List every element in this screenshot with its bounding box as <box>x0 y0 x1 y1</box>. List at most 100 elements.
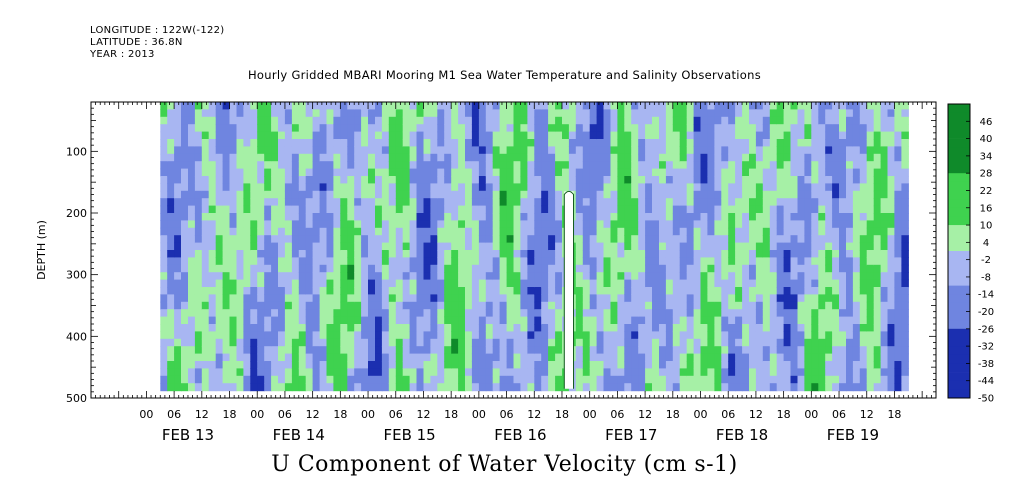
heatmap-cell <box>679 116 688 125</box>
heatmap-cell <box>693 176 702 184</box>
heatmap-cell <box>298 183 307 192</box>
heatmap-cell <box>492 161 501 170</box>
heatmap-cell <box>250 198 258 207</box>
heatmap-cell <box>901 235 909 244</box>
heatmap-cell <box>686 198 695 207</box>
heatmap-cell <box>375 368 383 377</box>
heatmap-cell <box>312 279 321 288</box>
heatmap-cell <box>797 346 805 355</box>
heatmap-cell <box>548 183 556 192</box>
heatmap-cell <box>465 250 473 258</box>
heatmap-cell <box>645 257 653 266</box>
heatmap-cell <box>208 301 217 310</box>
heatmap-cell <box>284 198 293 207</box>
heatmap-cell <box>520 316 528 325</box>
heatmap-cell <box>444 124 452 133</box>
heatmap-cell <box>416 368 424 377</box>
heatmap-cell <box>679 183 688 192</box>
heatmap-cell <box>243 301 251 310</box>
colorbar-swatch <box>948 233 970 243</box>
heatmap-cell <box>437 168 445 177</box>
heatmap-cell <box>430 198 438 207</box>
heatmap-cell <box>825 161 833 170</box>
heatmap-cell <box>624 361 632 369</box>
heatmap-cell <box>188 346 196 355</box>
heatmap-cell <box>485 190 494 199</box>
heatmap-cell <box>596 109 605 118</box>
heatmap-cell <box>423 331 431 340</box>
heatmap-cell <box>894 146 902 155</box>
heatmap-cell <box>375 279 383 288</box>
heatmap-cell <box>866 146 875 155</box>
heatmap-cell <box>596 338 605 347</box>
heatmap-cell <box>291 324 300 332</box>
heatmap-cell <box>700 375 708 384</box>
heatmap-cell <box>825 131 833 140</box>
heatmap-cell <box>887 361 895 369</box>
heatmap-cell <box>458 264 466 273</box>
heatmap-cell <box>402 309 411 318</box>
heatmap-cell <box>354 309 362 318</box>
heatmap-cell <box>437 176 445 184</box>
heatmap-cell <box>866 294 875 303</box>
heatmap-cell <box>375 361 383 369</box>
heatmap-cell <box>541 368 549 377</box>
heatmap-cell <box>520 227 528 236</box>
heatmap-cell <box>181 309 189 318</box>
heatmap-cell <box>610 242 618 251</box>
heatmap-cell <box>388 346 397 355</box>
heatmap-cell <box>880 109 889 118</box>
heatmap-cell <box>444 346 452 355</box>
heatmap-cell <box>340 183 348 192</box>
heatmap-cell <box>596 264 605 273</box>
heatmap-cell <box>278 242 286 251</box>
heatmap-cell <box>769 116 778 125</box>
heatmap-cell <box>243 161 251 170</box>
heatmap-cell <box>492 116 501 125</box>
heatmap-cell <box>305 124 314 133</box>
heatmap-cell <box>485 153 494 162</box>
heatmap-cell <box>575 250 584 258</box>
heatmap-cells <box>160 102 909 392</box>
heatmap-cell <box>215 102 224 110</box>
heatmap-cell <box>499 190 508 199</box>
heatmap-cell <box>818 272 826 281</box>
heatmap-cell <box>645 153 653 162</box>
heatmap-cell <box>776 131 785 140</box>
heatmap-cell <box>271 324 279 332</box>
heatmap-cell <box>278 124 286 133</box>
heatmap-cell <box>665 264 674 273</box>
heatmap-cell <box>368 124 376 133</box>
heatmap-cell <box>749 102 757 110</box>
heatmap-cell <box>284 139 293 147</box>
heatmap-cell <box>645 316 653 325</box>
heatmap-cell <box>755 353 764 362</box>
heatmap-cell <box>160 331 168 340</box>
heatmap-cell <box>264 368 272 377</box>
heatmap-cell <box>188 242 196 251</box>
heatmap-cell <box>333 235 341 244</box>
heatmap-cell <box>236 161 244 170</box>
heatmap-cell <box>617 131 625 140</box>
heatmap-cell <box>859 316 868 325</box>
heatmap-cell <box>541 198 549 207</box>
heatmap-cell <box>804 176 812 184</box>
heatmap-cell <box>596 227 605 236</box>
heatmap-cell <box>194 279 203 288</box>
heatmap-cell <box>686 309 695 318</box>
heatmap-cell <box>679 346 688 355</box>
heatmap-cell <box>215 227 224 236</box>
heatmap-cell <box>222 161 231 170</box>
heatmap-cell <box>541 146 549 155</box>
colorbar-swatch <box>948 164 970 174</box>
heatmap-cell <box>887 168 895 177</box>
heatmap-cell <box>776 361 785 369</box>
heatmap-cell <box>846 131 854 140</box>
heatmap-cell <box>783 176 792 184</box>
heatmap-cell <box>201 139 210 147</box>
heatmap-cell <box>693 346 702 355</box>
heatmap-cell <box>665 153 674 162</box>
heatmap-cell <box>416 183 424 192</box>
heatmap-cell <box>755 146 764 155</box>
heatmap-cell <box>437 287 445 295</box>
